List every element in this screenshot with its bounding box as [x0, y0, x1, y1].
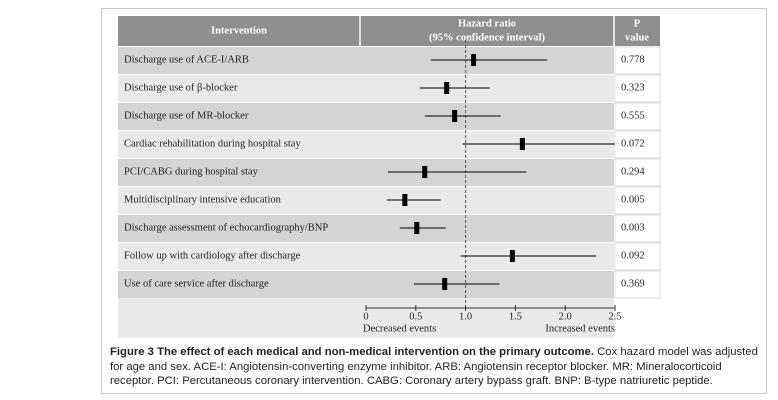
header-p: P: [634, 18, 641, 29]
caption-title: Figure 3 The effect of each medical and …: [110, 346, 594, 358]
row-background: [118, 215, 614, 242]
hr-point: [422, 166, 428, 178]
row-background: [118, 103, 614, 130]
hr-point: [509, 250, 515, 262]
header-ci: (95% confidence interval): [429, 32, 546, 43]
hr-point: [402, 194, 408, 206]
row-label: Use of care service after discharge: [124, 278, 269, 289]
p-value: 0.323: [621, 82, 645, 93]
caption-text: Cox hazard model was adjusted for age an…: [110, 346, 758, 387]
row-background: [118, 187, 614, 214]
p-cell: [614, 74, 661, 103]
row-label: Discharge use of MR-blocker: [124, 110, 249, 121]
p-cell: [614, 102, 661, 131]
x-tick-label: 2.5: [608, 311, 621, 322]
p-value: 0.778: [621, 54, 645, 65]
x-label-right: Increased events: [545, 323, 615, 334]
header-row: [118, 16, 660, 46]
x-tick-label: 1.0: [459, 311, 472, 322]
hr-point: [444, 82, 450, 94]
p-value: 0.555: [621, 110, 645, 121]
row-label: Discharge use of β-blocker: [124, 82, 238, 93]
caption: Figure 3 The effect of each medical and …: [110, 345, 760, 389]
x-tick-label: 1.5: [509, 311, 522, 322]
forest-plot: Intervention Hazard ratio (95% confidenc…: [118, 16, 661, 338]
row-label: Discharge use of ACE-I/ARB: [124, 54, 249, 65]
figure-frame: [101, 8, 767, 394]
header-p: value: [625, 32, 649, 43]
p-cell: [614, 186, 661, 215]
hr-point: [519, 138, 525, 150]
p-cell: [614, 158, 661, 187]
header-intervention: Intervention: [211, 25, 267, 36]
x-label-left: Decreased events: [363, 323, 436, 334]
p-cell: [614, 214, 661, 243]
p-cell: [614, 130, 661, 159]
hr-point: [471, 54, 477, 66]
header-hr: Hazard ratio: [458, 18, 516, 29]
row-background: [118, 75, 614, 102]
hr-point: [442, 278, 448, 290]
p-cell: [614, 46, 661, 75]
row-background: [118, 271, 614, 298]
x-tick-label: 0.5: [409, 311, 422, 322]
p-value: 0.005: [621, 194, 645, 205]
p-value: 0.092: [621, 250, 645, 261]
p-cell: [614, 270, 661, 299]
row-background: [118, 159, 614, 186]
row-label: Discharge assessment of echocardiography…: [124, 222, 328, 233]
p-cell: [614, 242, 661, 271]
row-label: Cardiac rehabilitation during hospital s…: [124, 138, 301, 149]
x-tick-label: 0: [363, 311, 368, 322]
hr-point: [452, 110, 458, 122]
p-value: 0.294: [621, 166, 645, 177]
x-tick-label: 2.0: [559, 311, 572, 322]
p-value: 0.003: [621, 222, 645, 233]
p-value: 0.369: [621, 278, 645, 289]
axis-background: [118, 298, 614, 338]
p-value: 0.072: [621, 138, 645, 149]
hr-point: [414, 222, 420, 234]
row-label: PCI/CABG during hospital stay: [124, 166, 259, 177]
row-label: Follow up with cardiology after discharg…: [124, 250, 301, 261]
row-label: Multidisciplinary intensive education: [124, 194, 282, 205]
